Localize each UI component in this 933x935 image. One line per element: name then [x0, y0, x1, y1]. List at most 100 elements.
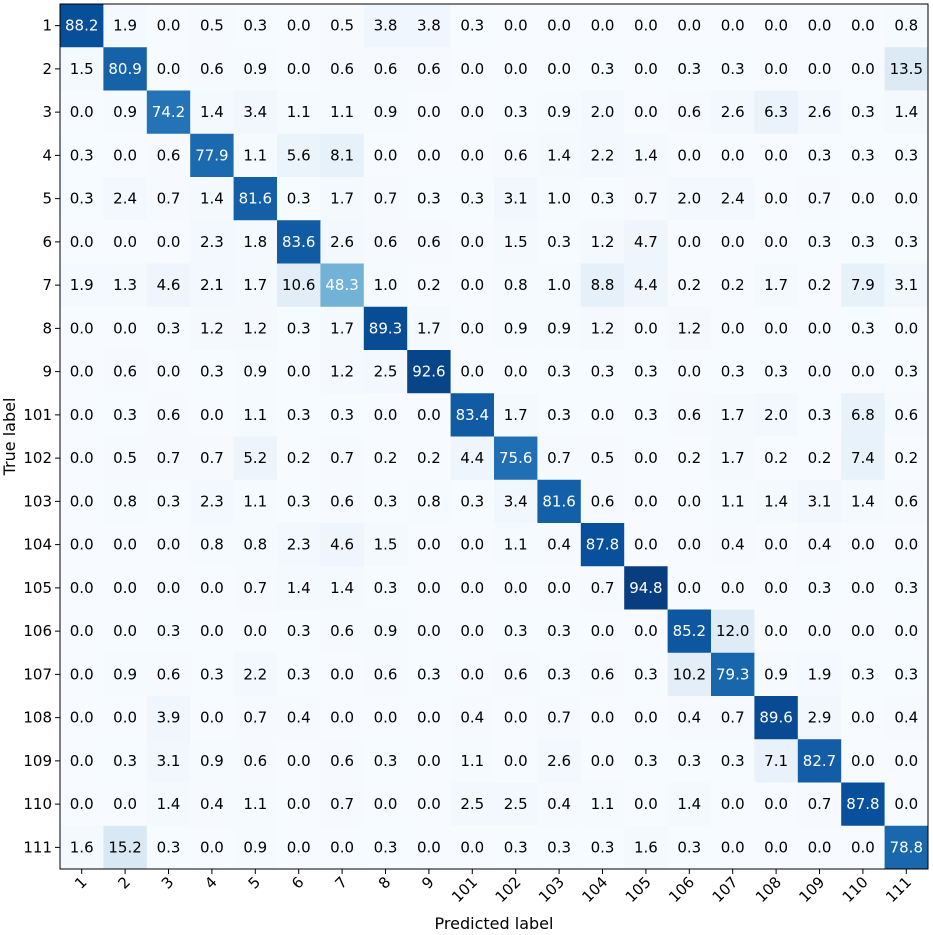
y-tick-label: 105 — [23, 579, 52, 597]
cell-value-label: 0.0 — [764, 622, 788, 640]
cell-value-label: 0.7 — [330, 449, 354, 467]
cell-value-label: 0.0 — [70, 709, 94, 727]
cell-value-label: 0.6 — [374, 60, 398, 78]
heatmap-cell — [320, 4, 365, 48]
heatmap-cell — [450, 566, 495, 610]
heatmap-cell — [580, 47, 625, 91]
heatmap-cell — [407, 652, 452, 697]
heatmap-cell — [407, 177, 452, 221]
cell-value-label: 0.3 — [721, 363, 745, 381]
cell-value-label: 0.6 — [157, 406, 181, 424]
cell-value-label: 1.9 — [808, 665, 832, 683]
heatmap-cell — [320, 436, 365, 481]
cell-value-label: 0.0 — [157, 17, 181, 35]
cell-value-label: 0.0 — [504, 579, 528, 597]
heatmap-cell — [537, 220, 582, 264]
heatmap-cell — [233, 782, 278, 827]
y-tick-label: 6 — [42, 233, 52, 251]
heatmap-cell — [363, 4, 408, 48]
heatmap-cell — [450, 479, 495, 524]
heatmap-cell — [667, 825, 712, 870]
cell-value-label: 0.3 — [851, 665, 875, 683]
heatmap-cell — [103, 4, 148, 48]
heatmap-cell — [190, 47, 235, 91]
heatmap-cell — [754, 133, 799, 178]
cell-value-label: 5.2 — [243, 449, 267, 467]
heatmap-cell — [754, 177, 799, 221]
cell-value-label: 10.6 — [282, 276, 315, 294]
cell-value-label: 0.6 — [113, 363, 137, 381]
cell-value-label: 0.0 — [851, 579, 875, 597]
heatmap-cell — [884, 436, 929, 481]
cell-value-label: 3.8 — [374, 17, 398, 35]
heatmap-cell — [277, 133, 321, 178]
cell-value-label: 0.0 — [417, 103, 441, 121]
heatmap-cell — [580, 436, 625, 481]
cell-value-label: 0.6 — [330, 492, 354, 510]
cell-value-label: 2.2 — [591, 146, 615, 164]
heatmap-cell — [363, 220, 408, 264]
heatmap-cell — [277, 652, 321, 697]
heatmap-cell — [884, 133, 929, 178]
heatmap-cell — [494, 133, 538, 178]
cell-value-label: 0.3 — [894, 665, 918, 683]
heatmap-cell — [363, 825, 408, 870]
heatmap-cell — [320, 652, 365, 697]
heatmap-cell — [667, 696, 712, 740]
heatmap-cell — [233, 47, 278, 91]
heatmap-cell — [711, 523, 755, 567]
heatmap-cell — [754, 220, 799, 264]
cell-value-label: 0.0 — [547, 60, 571, 78]
cell-value-label: 1.8 — [243, 233, 267, 251]
heatmap-cell — [103, 47, 148, 91]
cell-value-label: 0.6 — [504, 146, 528, 164]
heatmap-cell — [841, 825, 886, 870]
cell-value-label: 1.5 — [374, 536, 398, 554]
heatmap-cell — [797, 220, 842, 264]
cell-value-label: 89.6 — [759, 709, 792, 727]
cell-value-label: 0.7 — [547, 449, 571, 467]
heatmap-cell — [711, 133, 755, 178]
cell-value-label: 0.0 — [287, 752, 311, 770]
heatmap-cell — [580, 696, 625, 740]
cell-value-label: 0.0 — [634, 103, 658, 121]
heatmap-cell — [146, 523, 191, 567]
cell-value-label: 0.0 — [634, 795, 658, 813]
heatmap-cell — [277, 782, 321, 827]
cell-value-label: 0.6 — [200, 60, 224, 78]
y-tick-label: 109 — [23, 752, 52, 770]
cell-value-label: 0.4 — [460, 709, 484, 727]
heatmap-cell — [797, 739, 842, 783]
heatmap-cell — [580, 739, 625, 783]
cell-value-label: 0.3 — [808, 146, 832, 164]
cell-value-label: 0.3 — [504, 103, 528, 121]
cell-value-label: 74.2 — [152, 103, 185, 121]
cell-value-label: 0.2 — [808, 276, 832, 294]
cell-value-label: 0.0 — [70, 103, 94, 121]
cell-value-label: 0.6 — [330, 60, 354, 78]
cell-value-label: 0.0 — [417, 838, 441, 856]
heatmap-cell — [277, 739, 321, 783]
heatmap-cell — [103, 263, 148, 308]
heatmap-cell — [146, 479, 191, 524]
cell-value-label: 0.9 — [547, 103, 571, 121]
cell-value-label: 0.3 — [200, 363, 224, 381]
cell-value-label: 0.0 — [417, 752, 441, 770]
cell-value-label: 80.9 — [108, 60, 141, 78]
heatmap-cell — [60, 220, 104, 264]
heatmap-cell — [233, 263, 278, 308]
heatmap-cell — [363, 47, 408, 91]
cell-value-label: 0.9 — [200, 752, 224, 770]
cell-value-label: 1.1 — [243, 406, 267, 424]
heatmap-cell — [580, 782, 625, 827]
cell-value-label: 1.0 — [547, 190, 571, 208]
cell-value-label: 0.0 — [113, 709, 137, 727]
heatmap-cell — [146, 133, 191, 178]
heatmap-cell — [103, 90, 148, 135]
cell-value-label: 0.0 — [287, 838, 311, 856]
heatmap-cell — [320, 479, 365, 524]
cell-value-label: 0.0 — [70, 319, 94, 337]
heatmap-cell — [754, 782, 799, 827]
heatmap-cell — [754, 739, 799, 783]
cell-value-label: 0.0 — [460, 363, 484, 381]
